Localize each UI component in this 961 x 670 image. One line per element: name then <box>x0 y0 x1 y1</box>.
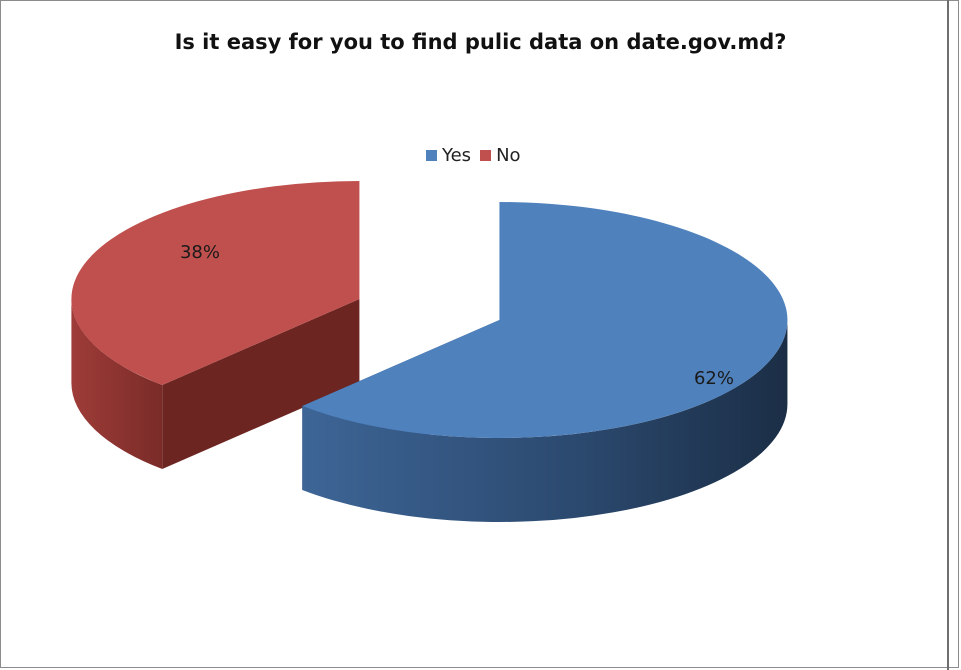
pie-side-yes-0 <box>302 320 788 523</box>
chart-legend: Yes No <box>426 142 521 168</box>
pie-slice-yes <box>302 202 788 438</box>
legend-label-no: No <box>496 144 521 166</box>
legend-item-no: No <box>480 144 521 166</box>
window-edge <box>947 0 949 670</box>
pie-slice-no <box>71 181 360 386</box>
legend-item-yes: Yes <box>426 145 471 166</box>
chart-title: Is it easy for you to find pulic data on… <box>174 30 787 54</box>
data-label-yes: 62% <box>694 368 734 389</box>
legend-label-yes: Yes <box>442 144 472 166</box>
data-label-no: 38% <box>180 242 220 263</box>
pie-side-no-0 <box>71 299 163 470</box>
pie-cut-face-no-0 <box>162 299 360 470</box>
legend-swatch-no <box>480 149 492 161</box>
legend-swatch-yes <box>426 149 437 161</box>
